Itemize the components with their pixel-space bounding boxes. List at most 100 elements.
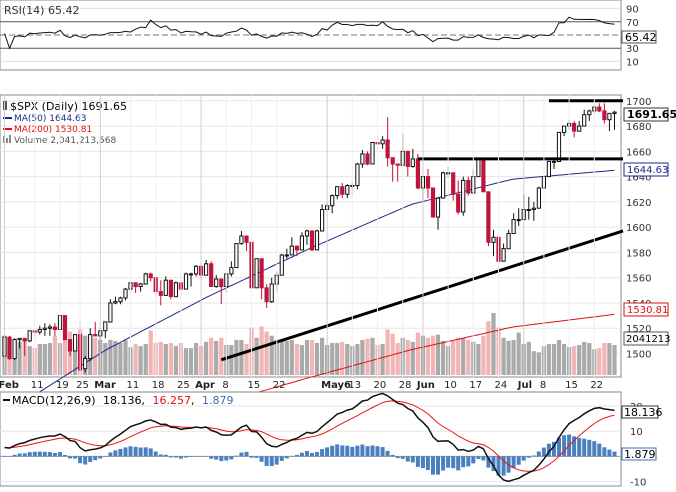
candle-body bbox=[229, 267, 234, 275]
volume-bar bbox=[602, 343, 607, 375]
volume-bar bbox=[269, 335, 274, 375]
candle-body bbox=[572, 123, 577, 132]
volume-bar bbox=[612, 345, 617, 375]
candle bbox=[22, 337, 27, 357]
candle bbox=[88, 328, 93, 362]
macd-hist-bar bbox=[22, 453, 27, 457]
candle-body bbox=[430, 187, 436, 218]
macd-hist-bar bbox=[546, 443, 551, 457]
volume-bar bbox=[158, 341, 163, 375]
volume-bar bbox=[42, 344, 47, 375]
candle bbox=[244, 235, 249, 252]
volume-bar bbox=[461, 337, 466, 375]
macd-hist-bar bbox=[330, 445, 335, 457]
macd-hist-bar bbox=[58, 452, 62, 457]
macd-hist-bar bbox=[481, 456, 486, 461]
volume-bar bbox=[335, 343, 340, 375]
volume-bar bbox=[309, 339, 315, 375]
candle bbox=[451, 172, 456, 201]
volume-bar bbox=[491, 313, 496, 375]
candle-body bbox=[390, 157, 395, 165]
x-tick-label: 18 bbox=[152, 380, 165, 391]
candle bbox=[481, 158, 486, 193]
macd-hist-bar bbox=[249, 456, 254, 458]
candle bbox=[188, 272, 194, 287]
volume-bar bbox=[577, 345, 582, 375]
macd-hist-bar bbox=[516, 456, 521, 465]
ma50-badge: 1644.63 bbox=[623, 162, 669, 177]
volume-bar bbox=[597, 348, 602, 375]
macd-hist-bar bbox=[133, 446, 138, 457]
x-tick-label: 15 bbox=[248, 380, 261, 391]
candle-body bbox=[209, 263, 214, 287]
hist-badge: 1.879 bbox=[621, 447, 657, 461]
hist-badge-text: 1.879 bbox=[624, 448, 656, 461]
candle bbox=[320, 204, 325, 232]
candle-body bbox=[340, 186, 345, 195]
macd-hist-bar bbox=[380, 447, 385, 457]
volume-bar bbox=[430, 335, 436, 375]
volume-bar bbox=[456, 337, 461, 375]
macd-hist-bar bbox=[229, 456, 234, 460]
candle-body bbox=[607, 112, 612, 121]
candle-body bbox=[133, 282, 138, 288]
x-tick-label: 25 bbox=[76, 380, 89, 391]
candle-body bbox=[299, 235, 304, 251]
candle bbox=[279, 253, 284, 276]
macd-hist-bar bbox=[12, 454, 17, 457]
svg-text:MACD(12,26,9) 18.136: MACD(12,26,9) 18.136, 16.257, 1.879 bbox=[12, 394, 234, 407]
candle bbox=[259, 258, 264, 300]
macd-hist-bar bbox=[491, 456, 496, 471]
volume-bar bbox=[264, 331, 269, 375]
candle bbox=[370, 142, 375, 165]
candle-body bbox=[27, 330, 32, 342]
candle bbox=[491, 229, 496, 257]
volume-bar bbox=[587, 343, 592, 375]
candle bbox=[456, 180, 461, 215]
volume-bar bbox=[304, 339, 310, 375]
macd-hist-bar bbox=[395, 456, 400, 459]
macd-hist-bar bbox=[612, 451, 617, 457]
candle bbox=[133, 282, 138, 293]
candle bbox=[219, 278, 224, 305]
macd-hist-bar bbox=[597, 443, 602, 457]
volume-bar bbox=[163, 344, 168, 375]
volume-bar bbox=[415, 332, 420, 375]
x-tick-label: 13 bbox=[348, 380, 361, 391]
volume-bar bbox=[501, 337, 506, 375]
volume-bar bbox=[234, 339, 239, 375]
volume-bar bbox=[572, 346, 577, 375]
macd-hist-bar bbox=[471, 456, 476, 464]
candle bbox=[466, 176, 471, 196]
candle bbox=[93, 321, 98, 337]
candle bbox=[158, 280, 163, 306]
price-tick-label: 1580 bbox=[626, 248, 651, 259]
volume-bar bbox=[551, 344, 557, 375]
candle bbox=[143, 272, 148, 285]
x-tick-label: Feb bbox=[0, 380, 19, 391]
candle-body bbox=[214, 278, 219, 288]
candle-body bbox=[52, 326, 57, 330]
macd-hist-bar bbox=[456, 456, 461, 471]
candle-body bbox=[405, 150, 410, 168]
candle bbox=[52, 323, 57, 336]
candle-body bbox=[582, 114, 587, 127]
candle-body bbox=[526, 209, 531, 211]
candle bbox=[12, 338, 17, 360]
candle-body bbox=[506, 233, 511, 250]
candle-body bbox=[239, 235, 244, 245]
candle bbox=[7, 335, 12, 360]
macd-hist-bar bbox=[153, 451, 158, 457]
candle-body bbox=[385, 139, 390, 159]
candle-body bbox=[370, 142, 375, 165]
volume-bar bbox=[435, 334, 441, 375]
candle bbox=[123, 287, 128, 301]
macd-hist-bar bbox=[244, 451, 249, 457]
rsi-tick-label: 10 bbox=[626, 57, 639, 68]
candle bbox=[168, 279, 174, 300]
ma200-badge: 1530.81 bbox=[623, 302, 669, 317]
candle bbox=[299, 232, 304, 251]
candle-body bbox=[264, 287, 269, 303]
macd-hist-bar bbox=[83, 456, 88, 465]
candle-body bbox=[234, 243, 239, 269]
